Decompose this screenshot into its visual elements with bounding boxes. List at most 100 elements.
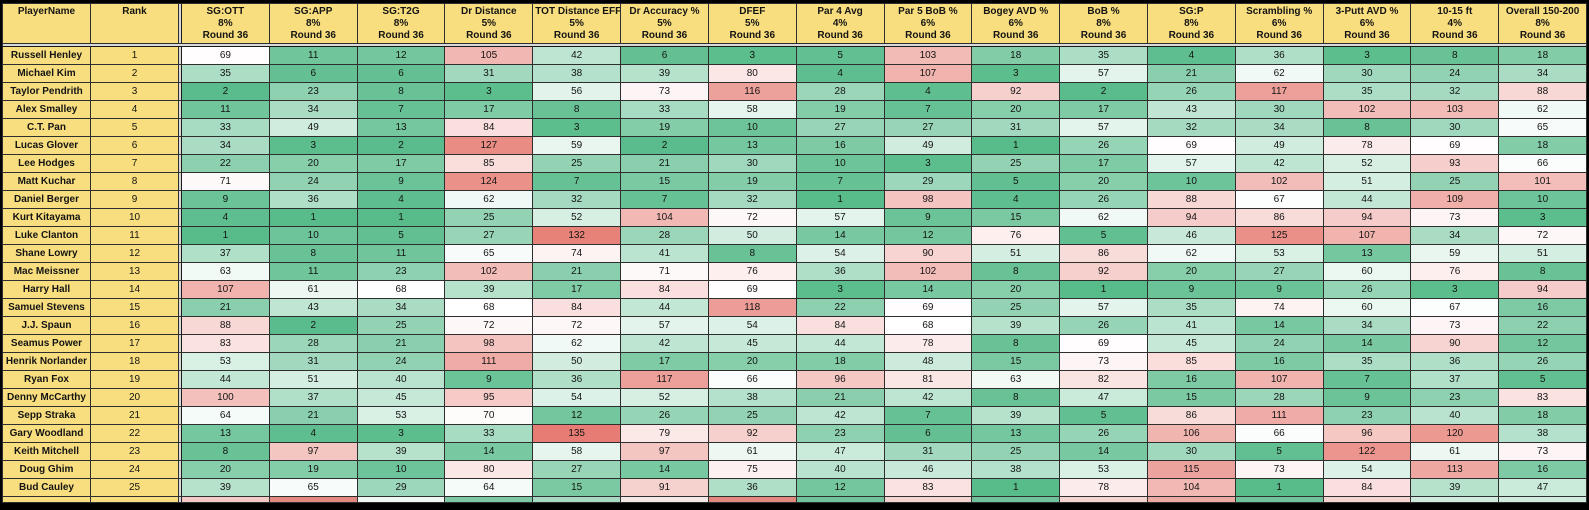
stat-cell[interactable]: 35: [1322, 82, 1412, 101]
stat-cell[interactable]: 54: [707, 316, 797, 335]
rank-cell[interactable]: 6: [90, 136, 179, 155]
stat-cell[interactable]: 74: [532, 244, 622, 263]
stat-cell[interactable]: 4: [883, 82, 973, 101]
player-name-cell[interactable]: Lucas Glover: [2, 136, 91, 155]
stat-cell[interactable]: 5: [356, 226, 446, 245]
player-name-cell[interactable]: C.T. Pan: [2, 118, 91, 137]
stat-cell[interactable]: 17: [356, 154, 446, 173]
stat-cell[interactable]: 26: [1146, 82, 1236, 101]
stat-cell[interactable]: 16: [795, 136, 885, 155]
stat-cell[interactable]: 78: [1322, 136, 1412, 155]
stat-cell[interactable]: 26: [620, 406, 709, 425]
stat-cell[interactable]: 40: [356, 370, 446, 389]
stat-cell[interactable]: 5: [971, 172, 1061, 191]
stat-cell[interactable]: 14: [1059, 442, 1148, 461]
stat-cell[interactable]: 57: [1059, 64, 1148, 83]
stat-cell[interactable]: 122: [1322, 442, 1412, 461]
stat-cell[interactable]: 53: [181, 352, 270, 371]
stat-cell[interactable]: 36: [707, 478, 797, 497]
stat-cell[interactable]: 84: [620, 280, 709, 299]
stat-cell[interactable]: 29: [883, 172, 973, 191]
stat-cell[interactable]: 73: [620, 82, 709, 101]
stat-cell[interactable]: 25: [1410, 172, 1500, 191]
stat-cell[interactable]: 116: [707, 82, 797, 101]
stat-cell[interactable]: 124: [444, 172, 534, 191]
stat-cell[interactable]: 3: [532, 118, 622, 137]
stat-cell[interactable]: 10: [356, 460, 446, 479]
stat-cell[interactable]: 7: [1322, 370, 1412, 389]
stat-cell[interactable]: 21: [181, 298, 270, 317]
stat-cell[interactable]: 34: [268, 100, 358, 119]
rank-cell[interactable]: 17: [90, 334, 179, 353]
stat-cell[interactable]: 5: [1498, 370, 1587, 389]
stat-cell[interactable]: 23: [268, 82, 358, 101]
stat-cell[interactable]: 39: [181, 478, 270, 497]
stat-cell[interactable]: 16: [1146, 370, 1236, 389]
stat-cell[interactable]: 15: [532, 478, 622, 497]
stat-cell[interactable]: 48: [883, 352, 973, 371]
stat-cell[interactable]: 38: [971, 460, 1061, 479]
stat-cell[interactable]: 78: [1059, 478, 1148, 497]
stat-cell[interactable]: 70: [444, 406, 534, 425]
stat-cell[interactable]: 30: [1410, 118, 1500, 137]
stat-cell[interactable]: 13: [356, 118, 446, 137]
stat-cell[interactable]: 125: [1234, 226, 1324, 245]
stat-cell[interactable]: 96: [1322, 424, 1412, 443]
stat-cell[interactable]: 10: [707, 118, 797, 137]
stat-cell[interactable]: 102: [1322, 100, 1412, 119]
stat-cell[interactable]: 18: [1498, 406, 1587, 425]
column-header-dr-accuracy-[interactable]: Dr Accuracy % 5% Round 36: [620, 3, 709, 44]
stat-cell[interactable]: 33: [444, 424, 534, 443]
stat-cell[interactable]: 75: [707, 460, 797, 479]
stat-cell[interactable]: 34: [1410, 226, 1500, 245]
column-header-dr-distance[interactable]: Dr Distance 5% Round 36: [444, 3, 534, 44]
stat-cell[interactable]: 6: [883, 424, 973, 443]
stat-cell[interactable]: 11: [181, 100, 270, 119]
stat-cell[interactable]: 17: [1059, 154, 1148, 173]
stat-cell[interactable]: 9: [1322, 388, 1412, 407]
player-name-cell[interactable]: Ryan Fox: [2, 370, 91, 389]
stat-cell[interactable]: 26: [1322, 280, 1412, 299]
stat-cell[interactable]: 27: [444, 226, 534, 245]
stat-cell[interactable]: 93: [1410, 154, 1500, 173]
stat-cell[interactable]: 20: [971, 100, 1061, 119]
stat-cell[interactable]: 111: [1234, 406, 1324, 425]
stat-cell[interactable]: 6: [620, 46, 709, 65]
stat-cell[interactable]: 53: [1234, 244, 1324, 263]
player-name-cell[interactable]: Samuel Stevens: [2, 298, 91, 317]
stat-cell[interactable]: 25: [971, 298, 1061, 317]
stat-cell[interactable]: 74: [1234, 298, 1324, 317]
stat-cell[interactable]: 3: [795, 280, 885, 299]
stat-cell[interactable]: 1: [971, 136, 1061, 155]
stat-cell[interactable]: 19: [620, 118, 709, 137]
stat-cell[interactable]: 9: [883, 208, 973, 227]
stat-cell[interactable]: 22: [181, 154, 270, 173]
stat-cell[interactable]: 2: [356, 136, 446, 155]
stat-cell[interactable]: 72: [1498, 226, 1587, 245]
stat-cell[interactable]: 3: [1498, 208, 1587, 227]
stat-cell[interactable]: 11: [268, 46, 358, 65]
stat-cell[interactable]: 46: [883, 460, 973, 479]
rank-cell[interactable]: 16: [90, 316, 179, 335]
stat-cell[interactable]: 26: [1059, 190, 1148, 209]
stat-cell[interactable]: 51: [971, 244, 1061, 263]
stat-cell[interactable]: 86: [1234, 208, 1324, 227]
stat-cell[interactable]: 2: [181, 82, 270, 101]
stat-cell[interactable]: 82: [1059, 370, 1148, 389]
stat-cell[interactable]: 13: [1322, 244, 1412, 263]
stat-cell[interactable]: 39: [971, 406, 1061, 425]
stat-cell[interactable]: 35: [1146, 298, 1236, 317]
stat-cell[interactable]: 23: [356, 262, 446, 281]
stat-cell[interactable]: 67: [1234, 190, 1324, 209]
rank-cell[interactable]: 25: [90, 478, 179, 497]
player-name-cell[interactable]: Mac Meissner: [2, 262, 91, 281]
stat-cell[interactable]: 30: [707, 154, 797, 173]
column-header-10-15-ft[interactable]: 10-15 ft 4% Round 36: [1410, 3, 1500, 44]
stat-cell[interactable]: 106: [1146, 424, 1236, 443]
stat-cell[interactable]: 4: [795, 64, 885, 83]
stat-cell[interactable]: 25: [707, 406, 797, 425]
stat-cell[interactable]: 7: [883, 406, 973, 425]
stat-cell[interactable]: 36: [1410, 352, 1500, 371]
stat-cell[interactable]: 4: [971, 190, 1061, 209]
stat-cell[interactable]: 21: [620, 154, 709, 173]
